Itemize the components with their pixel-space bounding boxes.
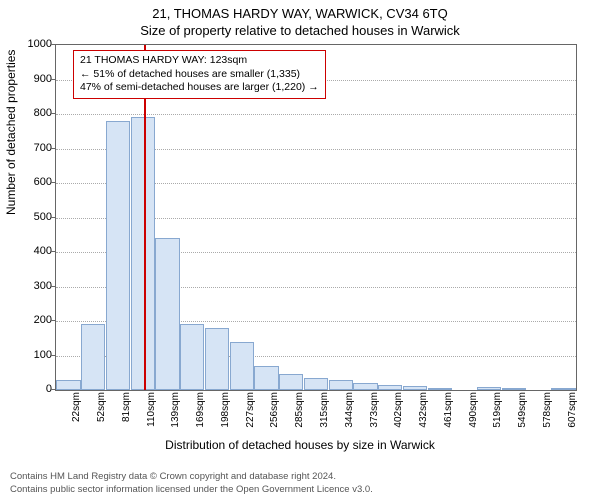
ytick-mark [51,44,55,45]
histogram-bar [403,386,427,390]
ytick-label: 1000 [12,38,52,50]
annotation-line: ← 51% of detached houses are smaller (1,… [80,68,319,82]
ytick-mark [51,286,55,287]
ytick-mark [51,113,55,114]
xtick-label: 432sqm [418,392,429,442]
ytick-mark [51,355,55,356]
ytick-label: 500 [12,211,52,223]
ytick-label: 300 [12,280,52,292]
xtick-label: 110sqm [146,392,157,442]
xtick-label: 227sqm [245,392,256,442]
xtick-label: 607sqm [567,392,578,442]
xtick-label: 315sqm [319,392,330,442]
xtick-label: 578sqm [542,392,553,442]
annotation-line: 47% of semi-detached houses are larger (… [80,81,319,95]
ytick-label: 700 [12,142,52,154]
histogram-bar [106,121,130,390]
xtick-label: 519sqm [492,392,503,442]
histogram-bar [329,380,353,390]
ytick-mark [51,79,55,80]
ytick-mark [51,251,55,252]
title-main: 21, THOMAS HARDY WAY, WARWICK, CV34 6TQ [0,0,600,21]
xtick-label: 52sqm [96,392,107,442]
xtick-label: 169sqm [195,392,206,442]
xtick-label: 285sqm [294,392,305,442]
histogram-bar [180,324,204,390]
histogram-bar [502,388,526,390]
xtick-label: 139sqm [170,392,181,442]
histogram-bar [254,366,278,390]
xtick-label: 461sqm [443,392,454,442]
histogram-bar [551,388,575,390]
footer-line1: Contains HM Land Registry data © Crown c… [10,471,373,483]
gridline [56,114,576,115]
xtick-label: 490sqm [468,392,479,442]
ytick-label: 800 [12,107,52,119]
ytick-mark [51,389,55,390]
xtick-label: 402sqm [393,392,404,442]
histogram-bar [428,388,452,390]
xtick-label: 256sqm [269,392,280,442]
xtick-label: 81sqm [121,392,132,442]
xtick-label: 344sqm [344,392,355,442]
ytick-mark [51,320,55,321]
histogram-bar [477,387,501,390]
ytick-label: 200 [12,314,52,326]
ytick-label: 0 [12,383,52,395]
annotation-box: 21 THOMAS HARDY WAY: 123sqm← 51% of deta… [73,50,326,99]
ytick-mark [51,182,55,183]
histogram-bar [56,380,80,390]
ytick-mark [51,217,55,218]
histogram-bar [81,324,105,390]
histogram-bar [279,374,303,390]
xtick-label: 373sqm [369,392,380,442]
xtick-label: 198sqm [220,392,231,442]
xtick-label: 22sqm [71,392,82,442]
title-sub: Size of property relative to detached ho… [0,21,600,38]
ytick-label: 100 [12,349,52,361]
ytick-label: 900 [12,73,52,85]
annotation-line: 21 THOMAS HARDY WAY: 123sqm [80,54,319,68]
histogram-bar [230,342,254,390]
histogram-bar [205,328,229,390]
ytick-label: 600 [12,176,52,188]
histogram-bar [304,378,328,390]
ytick-mark [51,148,55,149]
histogram-bar [378,385,402,390]
xtick-label: 549sqm [517,392,528,442]
footer-line2: Contains public sector information licen… [10,484,373,496]
histogram-bar [155,238,179,390]
footer-attribution: Contains HM Land Registry data © Crown c… [10,471,373,496]
histogram-bar [353,383,377,390]
ytick-label: 400 [12,245,52,257]
